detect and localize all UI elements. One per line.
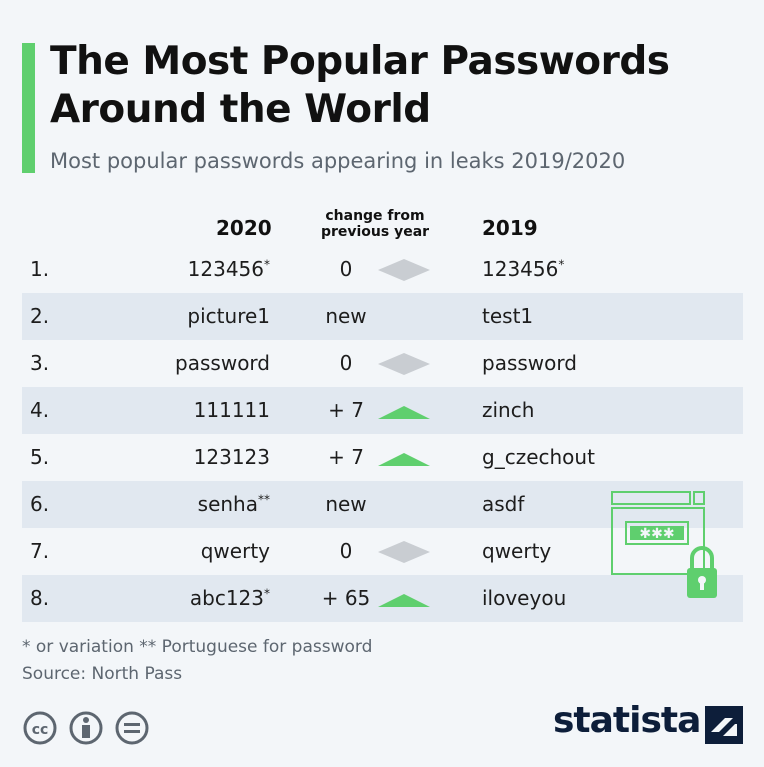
change-value: + 7 xyxy=(328,398,364,422)
no-change-icon xyxy=(378,353,430,375)
change-value: 0 xyxy=(339,351,353,375)
rank-label: 5. xyxy=(30,445,50,469)
password-2019: qwerty xyxy=(482,539,552,563)
column-header-change-line1: change from xyxy=(325,208,425,224)
svg-text:cc: cc xyxy=(32,722,49,738)
change-value: + 7 xyxy=(328,445,364,469)
table-row: 3. password 0 password xyxy=(22,340,743,387)
no-change-icon xyxy=(378,541,430,563)
up-arrow-icon xyxy=(378,594,430,607)
table-row: 8. abc123* + 65 iloveyou xyxy=(22,575,743,622)
no-derivatives-icon[interactable] xyxy=(115,711,149,745)
password-2020: 123456* xyxy=(188,246,270,293)
footnote: * or variation ** Portuguese for passwor… xyxy=(22,637,373,657)
change-value: 0 xyxy=(339,539,353,563)
password-2020: 123123 xyxy=(193,445,270,469)
up-arrow-icon xyxy=(378,453,430,466)
password-2019: zinch xyxy=(482,398,535,422)
no-change-icon xyxy=(378,259,430,281)
no-change-mark xyxy=(378,541,430,563)
source-note: Source: North Pass xyxy=(22,664,183,684)
up-mark xyxy=(378,406,430,419)
password-2019: g_czechout xyxy=(482,445,595,469)
table-row: 7. qwerty 0 qwerty xyxy=(22,528,743,575)
rank-label: 1. xyxy=(30,257,50,281)
password-2020: qwerty xyxy=(200,539,270,563)
password-2019: iloveyou xyxy=(482,586,567,610)
no-change-mark xyxy=(378,259,430,281)
rank-label: 7. xyxy=(30,539,50,563)
password-2020: picture1 xyxy=(187,304,270,328)
password-2019: password xyxy=(482,351,577,375)
no-change-mark xyxy=(378,353,430,375)
footnote-marker: * xyxy=(558,257,565,272)
rank-label: 4. xyxy=(30,398,50,422)
rank-label: 2. xyxy=(30,304,50,328)
table-row: 1. 123456* 0 123456* xyxy=(22,246,743,293)
up-mark xyxy=(378,453,430,466)
svg-text:✱✱✱: ✱✱✱ xyxy=(639,526,674,542)
footnote-marker: * xyxy=(264,257,270,272)
rank-label: 6. xyxy=(30,492,50,516)
change-value: new xyxy=(325,492,367,516)
footnote-marker: ** xyxy=(258,492,270,507)
table-row: 4. 111111 + 7 zinch xyxy=(22,387,743,434)
cc-icon[interactable]: cc xyxy=(23,711,57,745)
column-header-2019: 2019 xyxy=(482,216,538,240)
password-2020-text: abc123 xyxy=(189,586,264,610)
table-row: 2. picture1 new test1 xyxy=(22,293,743,340)
column-header-change-line2: previous year xyxy=(320,224,430,240)
password-2020-text: senha xyxy=(197,492,258,516)
license-icons: cc xyxy=(23,711,149,745)
change-value: new xyxy=(325,304,367,328)
rank-label: 3. xyxy=(30,351,50,375)
change-value: + 65 xyxy=(321,586,371,610)
table-row: 5. 123123 + 7 g_czechout xyxy=(22,434,743,481)
password-2019: 123456* xyxy=(482,246,564,293)
password-2019-text: 123456 xyxy=(482,257,559,281)
password-2020-text: 123456 xyxy=(187,257,264,281)
password-2020: senha** xyxy=(198,481,270,528)
up-mark xyxy=(378,594,430,607)
password-2020: 111111 xyxy=(193,398,270,422)
password-2019: asdf xyxy=(482,492,525,516)
attribution-icon[interactable] xyxy=(69,711,103,745)
chart-title: The Most Popular Passwords Around the Wo… xyxy=(50,39,670,132)
rank-label: 8. xyxy=(30,586,50,610)
password-2020: abc123* xyxy=(190,575,270,622)
footnote-marker: * xyxy=(264,586,270,601)
column-header-2020: 2020 xyxy=(216,216,272,240)
statista-logo-icon[interactable] xyxy=(705,706,743,744)
password-lock-icon: ✱✱✱ xyxy=(611,491,717,598)
accent-bar xyxy=(22,43,35,173)
chart-subtitle: Most popular passwords appearing in leak… xyxy=(50,149,626,173)
up-arrow-icon xyxy=(378,406,430,419)
column-header-change: change from previous year xyxy=(316,208,434,240)
password-2020: password xyxy=(175,351,270,375)
statista-brand[interactable]: statista xyxy=(553,700,701,741)
change-value: 0 xyxy=(339,257,353,281)
password-2019: test1 xyxy=(482,304,534,328)
